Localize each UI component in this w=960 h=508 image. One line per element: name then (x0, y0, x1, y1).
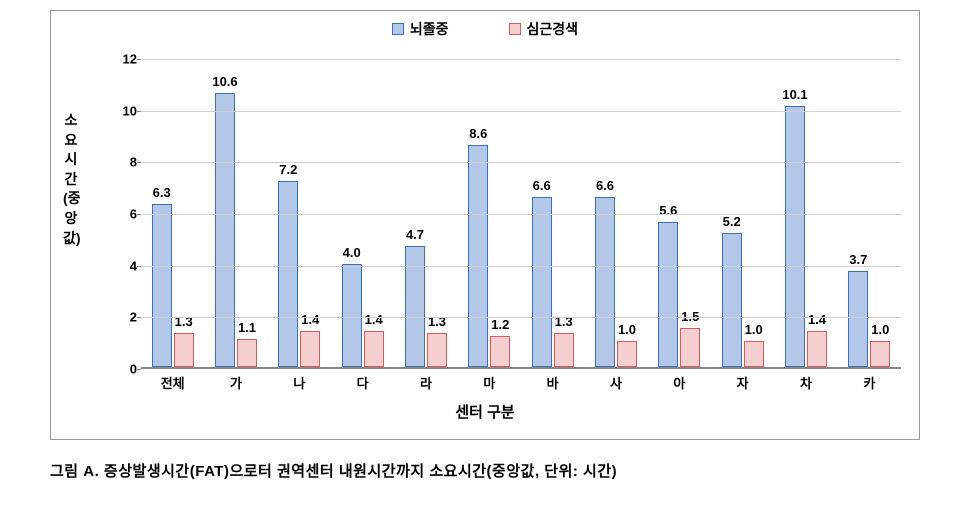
bar-series1 (658, 222, 678, 367)
x-tick-label: 가 (211, 373, 261, 392)
y-tick-label: 0 (111, 362, 137, 377)
x-tick-label: 라 (401, 373, 451, 392)
legend-label-series1: 뇌졸중 (410, 19, 449, 39)
gridline (141, 59, 901, 60)
bar-label-series1: 4.0 (332, 245, 372, 260)
legend-marker-series1 (392, 23, 404, 35)
bar-label-series1: 4.7 (395, 227, 435, 242)
bar-series1 (468, 145, 488, 367)
x-tick-label: 마 (464, 373, 514, 392)
bars-container: 6.31.310.61.17.21.44.01.44.71.38.61.26.6… (141, 59, 901, 367)
chart-container: 뇌졸중 심근경색 소요시간(중앙값) 6.31.310.61.17.21.44.… (50, 10, 920, 440)
legend: 뇌졸중 심근경색 (51, 11, 919, 43)
legend-item-series2: 심근경색 (509, 19, 579, 39)
y-tick-mark (137, 59, 141, 60)
gridline (141, 266, 901, 267)
x-axis-label: 센터 구분 (51, 401, 919, 422)
legend-marker-series2 (509, 23, 521, 35)
bar-series2 (427, 333, 447, 367)
legend-label-series2: 심근경색 (527, 19, 579, 39)
bar-label-series1: 6.6 (585, 178, 625, 193)
bar-label-series1: 10.6 (205, 74, 245, 89)
x-tick-label: 카 (844, 373, 894, 392)
y-tick-mark (137, 369, 141, 370)
y-tick-mark (137, 317, 141, 318)
bar-series1 (595, 197, 615, 368)
y-tick-mark (137, 111, 141, 112)
bar-series2 (680, 328, 700, 367)
bar-series2 (490, 336, 510, 367)
y-tick-mark (137, 266, 141, 267)
legend-item-series1: 뇌졸중 (392, 19, 449, 39)
x-tick-label: 아 (654, 373, 704, 392)
bar-series2 (554, 333, 574, 367)
bar-series2 (174, 333, 194, 367)
y-tick-label: 8 (111, 155, 137, 170)
y-tick-label: 2 (111, 310, 137, 325)
x-tick-label: 자 (718, 373, 768, 392)
bar-label-series2: 1.4 (354, 312, 394, 327)
x-tick-label: 사 (591, 373, 641, 392)
bar-label-series2: 1.0 (860, 322, 900, 337)
x-tick-label: 바 (528, 373, 578, 392)
plot-area: 6.31.310.61.17.21.44.01.44.71.38.61.26.6… (141, 59, 901, 369)
bar-label-series2: 1.1 (227, 320, 267, 335)
bar-label-series1: 6.3 (142, 185, 182, 200)
bar-label-series1: 6.6 (522, 178, 562, 193)
bar-series2 (617, 341, 637, 367)
y-tick-label: 12 (111, 52, 137, 67)
x-tick-label: 나 (274, 373, 324, 392)
bar-series2 (237, 339, 257, 367)
gridline (141, 317, 901, 318)
bar-label-series2: 1.0 (734, 322, 774, 337)
y-axis-label: 소요시간(중앙값) (63, 111, 79, 248)
bar-series1 (848, 271, 868, 367)
figure-caption: 그림 A. 증상발생시간(FAT)으로터 권역센터 내원시간까지 소요시간(중앙… (50, 460, 617, 481)
bar-series2 (870, 341, 890, 367)
bar-label-series2: 1.4 (797, 312, 837, 327)
bar-label-series1: 5.2 (712, 214, 752, 229)
bar-label-series2: 1.0 (607, 322, 647, 337)
y-tick-label: 4 (111, 258, 137, 273)
bar-label-series1: 10.1 (775, 87, 815, 102)
bar-series1 (785, 106, 805, 367)
bar-series2 (300, 331, 320, 367)
y-tick-label: 6 (111, 207, 137, 222)
bar-label-series1: 7.2 (268, 162, 308, 177)
x-tick-label: 다 (338, 373, 388, 392)
bar-series1 (405, 246, 425, 367)
bar-series1 (278, 181, 298, 367)
x-tick-label: 차 (781, 373, 831, 392)
x-tick-label: 전체 (148, 373, 198, 392)
bar-series2 (807, 331, 827, 367)
gridline (141, 111, 901, 112)
y-tick-mark (137, 214, 141, 215)
gridline (141, 162, 901, 163)
bar-label-series1: 8.6 (458, 126, 498, 141)
y-tick-mark (137, 162, 141, 163)
bar-series1 (152, 204, 172, 367)
bar-label-series2: 1.2 (480, 317, 520, 332)
bar-series2 (364, 331, 384, 367)
bar-label-series2: 1.4 (290, 312, 330, 327)
bar-series1 (532, 197, 552, 368)
bar-series2 (744, 341, 764, 367)
y-tick-label: 10 (111, 103, 137, 118)
bar-series1 (722, 233, 742, 367)
gridline (141, 214, 901, 215)
bar-label-series1: 5.6 (648, 203, 688, 218)
